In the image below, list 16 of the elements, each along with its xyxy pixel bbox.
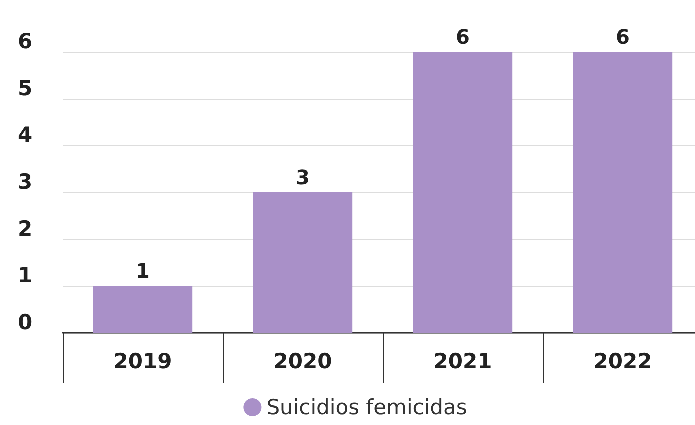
data-label: 3 bbox=[296, 166, 310, 190]
data-label: 6 bbox=[456, 25, 470, 49]
x-tick-label: 2019 bbox=[114, 350, 172, 374]
y-tick-label: 2 bbox=[18, 216, 33, 241]
y-tick-label: 0 bbox=[18, 310, 33, 334]
data-label: 6 bbox=[616, 25, 630, 49]
data-label: 1 bbox=[136, 259, 150, 284]
x-tick-label: 2021 bbox=[434, 350, 492, 374]
y-tick-label: 3 bbox=[18, 170, 33, 194]
y-tick-label: 4 bbox=[18, 123, 33, 148]
y-tick-label: 5 bbox=[18, 76, 33, 100]
x-tick-label: 2022 bbox=[594, 350, 652, 374]
y-tick-label: 6 bbox=[18, 30, 33, 54]
x-tick-label: 2020 bbox=[274, 350, 332, 374]
legend-label: Suicidios femicidas bbox=[266, 396, 468, 420]
y-tick-label: 1 bbox=[18, 264, 33, 288]
